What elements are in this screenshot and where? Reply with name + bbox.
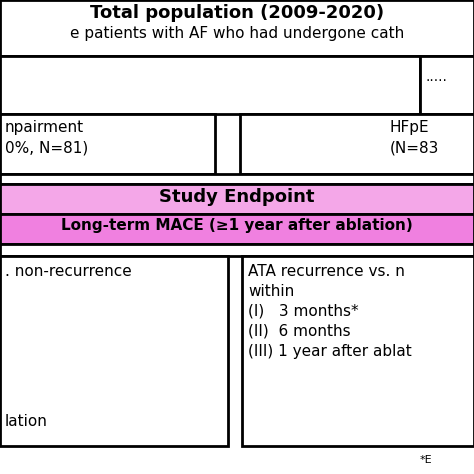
Bar [242, 256, 474, 446]
Bar [0, 256, 228, 446]
Bar [420, 56, 474, 114]
Text: (I)   3 months*: (I) 3 months* [248, 304, 359, 319]
Text: (III) 1 year after ablat: (III) 1 year after ablat [248, 344, 412, 359]
Bar [0, 0, 474, 56]
Bar [0, 214, 474, 244]
Bar [0, 244, 474, 256]
Text: *E: *E [420, 455, 433, 465]
Text: lation: lation [5, 414, 48, 429]
Text: Long-term MACE (≥1 year after ablation): Long-term MACE (≥1 year after ablation) [61, 218, 413, 233]
Text: within: within [248, 284, 294, 299]
Text: npairment: npairment [5, 120, 84, 135]
Bar [240, 114, 474, 174]
Text: (N=83: (N=83 [390, 140, 439, 155]
Text: (II)  6 months: (II) 6 months [248, 324, 351, 339]
Text: 0%, N=81): 0%, N=81) [5, 140, 88, 155]
Text: Study Endpoint: Study Endpoint [159, 188, 315, 206]
Text: e patients with AF who had undergone cath: e patients with AF who had undergone cat… [70, 26, 404, 41]
Text: .....: ..... [426, 70, 448, 84]
Text: HFpE: HFpE [390, 120, 429, 135]
Text: Total population (2009-2020): Total population (2009-2020) [90, 4, 384, 22]
Bar [0, 56, 420, 114]
Bar [0, 114, 215, 174]
Bar [0, 174, 474, 184]
Bar [0, 184, 474, 214]
Text: . non-recurrence: . non-recurrence [5, 264, 132, 279]
Text: ATA recurrence vs. n: ATA recurrence vs. n [248, 264, 405, 279]
